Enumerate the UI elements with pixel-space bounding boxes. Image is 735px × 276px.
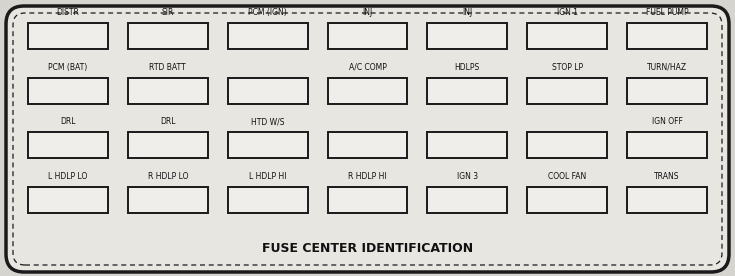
Text: L HDLP LO: L HDLP LO xyxy=(49,171,87,181)
Bar xyxy=(28,132,108,158)
Text: DRL: DRL xyxy=(60,117,76,126)
Bar xyxy=(228,78,307,104)
Bar xyxy=(428,78,507,104)
Text: RTD BATT: RTD BATT xyxy=(149,63,186,71)
Bar xyxy=(627,78,707,104)
Bar xyxy=(527,78,607,104)
Text: SIR: SIR xyxy=(162,8,174,17)
Bar xyxy=(328,187,407,213)
Text: DISTR: DISTR xyxy=(57,8,79,17)
Text: PCM (IGN): PCM (IGN) xyxy=(248,8,287,17)
Text: R HDLP LO: R HDLP LO xyxy=(148,171,188,181)
FancyBboxPatch shape xyxy=(6,6,729,272)
Bar xyxy=(128,187,208,213)
Text: TRANS: TRANS xyxy=(654,171,680,181)
Bar xyxy=(328,132,407,158)
Text: IGN OFF: IGN OFF xyxy=(652,117,683,126)
Bar xyxy=(28,187,108,213)
Bar xyxy=(428,132,507,158)
Text: STOP LP: STOP LP xyxy=(552,63,583,71)
Bar xyxy=(128,132,208,158)
Text: FUSE CENTER IDENTIFICATION: FUSE CENTER IDENTIFICATION xyxy=(262,242,473,254)
Bar xyxy=(228,187,307,213)
Text: HTD W/S: HTD W/S xyxy=(251,117,284,126)
Bar xyxy=(128,23,208,49)
Text: INJ: INJ xyxy=(462,8,473,17)
Text: TURN/HAZ: TURN/HAZ xyxy=(647,63,687,71)
Text: DRL: DRL xyxy=(160,117,176,126)
Text: INJ: INJ xyxy=(362,8,373,17)
Bar xyxy=(128,78,208,104)
Bar xyxy=(328,23,407,49)
Bar xyxy=(627,23,707,49)
Bar xyxy=(328,78,407,104)
Text: FUEL PUMP: FUEL PUMP xyxy=(646,8,689,17)
Text: PCM (BAT): PCM (BAT) xyxy=(49,63,87,71)
Text: IGN 3: IGN 3 xyxy=(456,171,478,181)
Text: HDLPS: HDLPS xyxy=(455,63,480,71)
Bar xyxy=(527,23,607,49)
Bar xyxy=(627,132,707,158)
Text: R HDLP HI: R HDLP HI xyxy=(348,171,387,181)
Bar xyxy=(28,78,108,104)
Bar xyxy=(527,187,607,213)
Bar xyxy=(527,132,607,158)
Text: IGN 1: IGN 1 xyxy=(556,8,578,17)
Text: L HDLP HI: L HDLP HI xyxy=(249,171,287,181)
Bar xyxy=(28,23,108,49)
Text: A/C COMP: A/C COMP xyxy=(348,63,387,71)
Bar xyxy=(428,23,507,49)
Bar xyxy=(428,187,507,213)
Bar xyxy=(627,187,707,213)
Bar xyxy=(228,23,307,49)
Text: COOL FAN: COOL FAN xyxy=(548,171,587,181)
Bar xyxy=(228,132,307,158)
